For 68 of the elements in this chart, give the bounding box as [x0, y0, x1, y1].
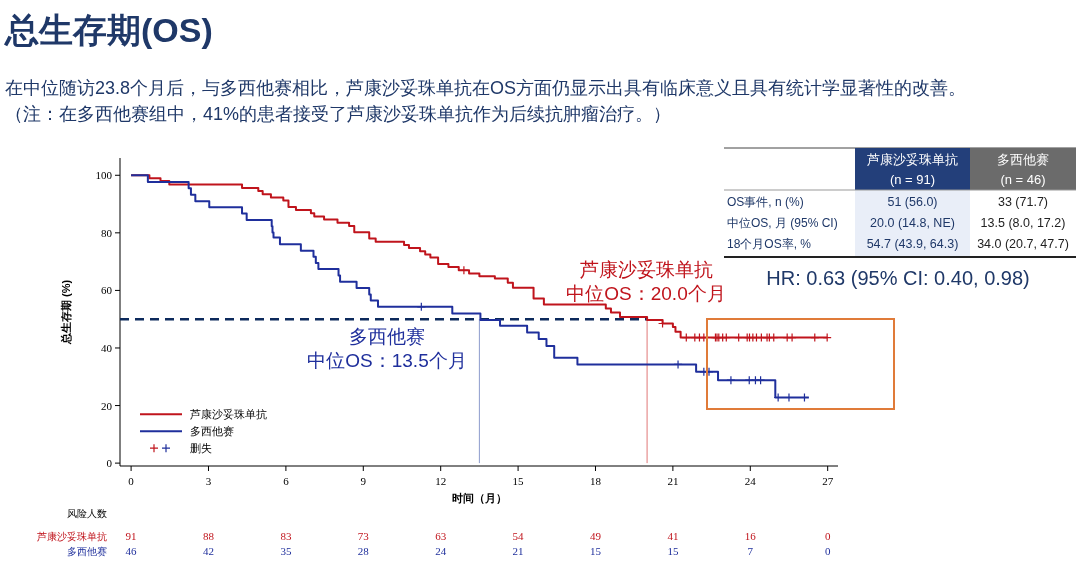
- point: [726, 375, 736, 385]
- x-tick-label: 18: [589, 475, 602, 487]
- point: [787, 333, 797, 343]
- x-tick-label: 27: [822, 475, 834, 487]
- text: （注：在多西他赛组中，41%的患者接受了芦康沙妥珠单抗作为后续抗肿瘤治疗。）: [5, 104, 672, 124]
- category-label: 中位OS, 月 (95% CI): [727, 216, 838, 230]
- category-label: 芦康沙妥珠单抗 (n = 91): [867, 152, 958, 187]
- y-tick-label: 0: [106, 457, 113, 470]
- chart-subtitle: 在中位随访23.8个月后，与多西他赛相比，芦康沙妥珠单抗在OS方面仍显示出具有临床意义且具有统计学显著性的改善。: [5, 78, 967, 98]
- text: 33 (71.7): [997, 195, 1049, 209]
- text: 91: [125, 530, 137, 542]
- y-tick-label: 40: [101, 341, 113, 354]
- point: [673, 359, 683, 369]
- x-tick-label: 3: [205, 475, 212, 487]
- point: [704, 367, 714, 377]
- text: 0: [824, 530, 831, 542]
- text: 7: [747, 545, 754, 557]
- y-tick-label: 80: [101, 226, 113, 239]
- y-tick-label: 20: [101, 399, 113, 412]
- annotation: HR: 0.63 (95% CI: 0.40, 0.98): [766, 267, 1030, 289]
- text: 风险人数: [67, 508, 107, 519]
- annotation: 中位OS：20.0个月: [566, 283, 726, 304]
- text: 21: [512, 545, 524, 557]
- category-label: 多西他赛: [67, 546, 107, 557]
- x-tick-label: 9: [360, 475, 367, 487]
- x-tick-label: 12: [435, 475, 447, 487]
- text: 20.0 (14.8, NE): [870, 216, 955, 230]
- x-axis-title: 时间（月）: [451, 492, 507, 505]
- text: 83: [280, 530, 292, 542]
- x-tick-label: 0: [128, 475, 135, 487]
- text: 42: [202, 545, 214, 557]
- category-label: 多西他赛 (n = 46): [997, 152, 1049, 187]
- annotation: 芦康沙妥珠单抗: [579, 259, 713, 280]
- x-tick-label: 21: [667, 475, 679, 487]
- text: 34.0 (20.7, 47.7): [977, 237, 1069, 251]
- x-tick-label: 24: [744, 475, 757, 487]
- y-tick-label: 100: [95, 169, 113, 182]
- text: 0: [824, 545, 831, 557]
- text: 51 (56.0): [887, 195, 938, 209]
- y-axis-title: 总生存期 (%): [60, 279, 72, 346]
- text: 13.5 (8.0, 17.2): [980, 216, 1066, 230]
- text: 15: [667, 545, 679, 557]
- legend-label: 多西他赛: [190, 425, 234, 438]
- text: 35: [280, 545, 292, 557]
- chart-title: 总生存期(OS): [3, 11, 213, 49]
- legend-label: 芦康沙妥珠单抗: [190, 408, 267, 421]
- text: 24: [435, 545, 447, 557]
- legend-label: 删失: [190, 442, 212, 455]
- x-tick-label: 15: [512, 475, 525, 487]
- text: 88: [202, 530, 214, 542]
- text: 15: [589, 545, 601, 557]
- text: 63: [435, 530, 447, 542]
- category-label: OS事件, n (%): [727, 195, 804, 209]
- x-tick-label: 6: [283, 475, 290, 487]
- text: 54.7 (43.9, 64.3): [866, 237, 959, 251]
- text: 73: [357, 530, 369, 542]
- y-tick-label: 60: [101, 284, 113, 297]
- category-label: 芦康沙妥珠单抗: [37, 531, 107, 542]
- text: 16: [744, 530, 756, 542]
- annotation: 多西他赛: [349, 326, 425, 347]
- category-label: 18个月OS率, %: [727, 237, 812, 251]
- text: 41: [667, 530, 679, 542]
- text: 28: [357, 545, 369, 557]
- text: 54: [512, 530, 524, 542]
- text: 46: [125, 545, 137, 557]
- point: [459, 265, 469, 275]
- text: 49: [589, 530, 601, 542]
- annotation: 中位OS：13.5个月: [307, 350, 467, 371]
